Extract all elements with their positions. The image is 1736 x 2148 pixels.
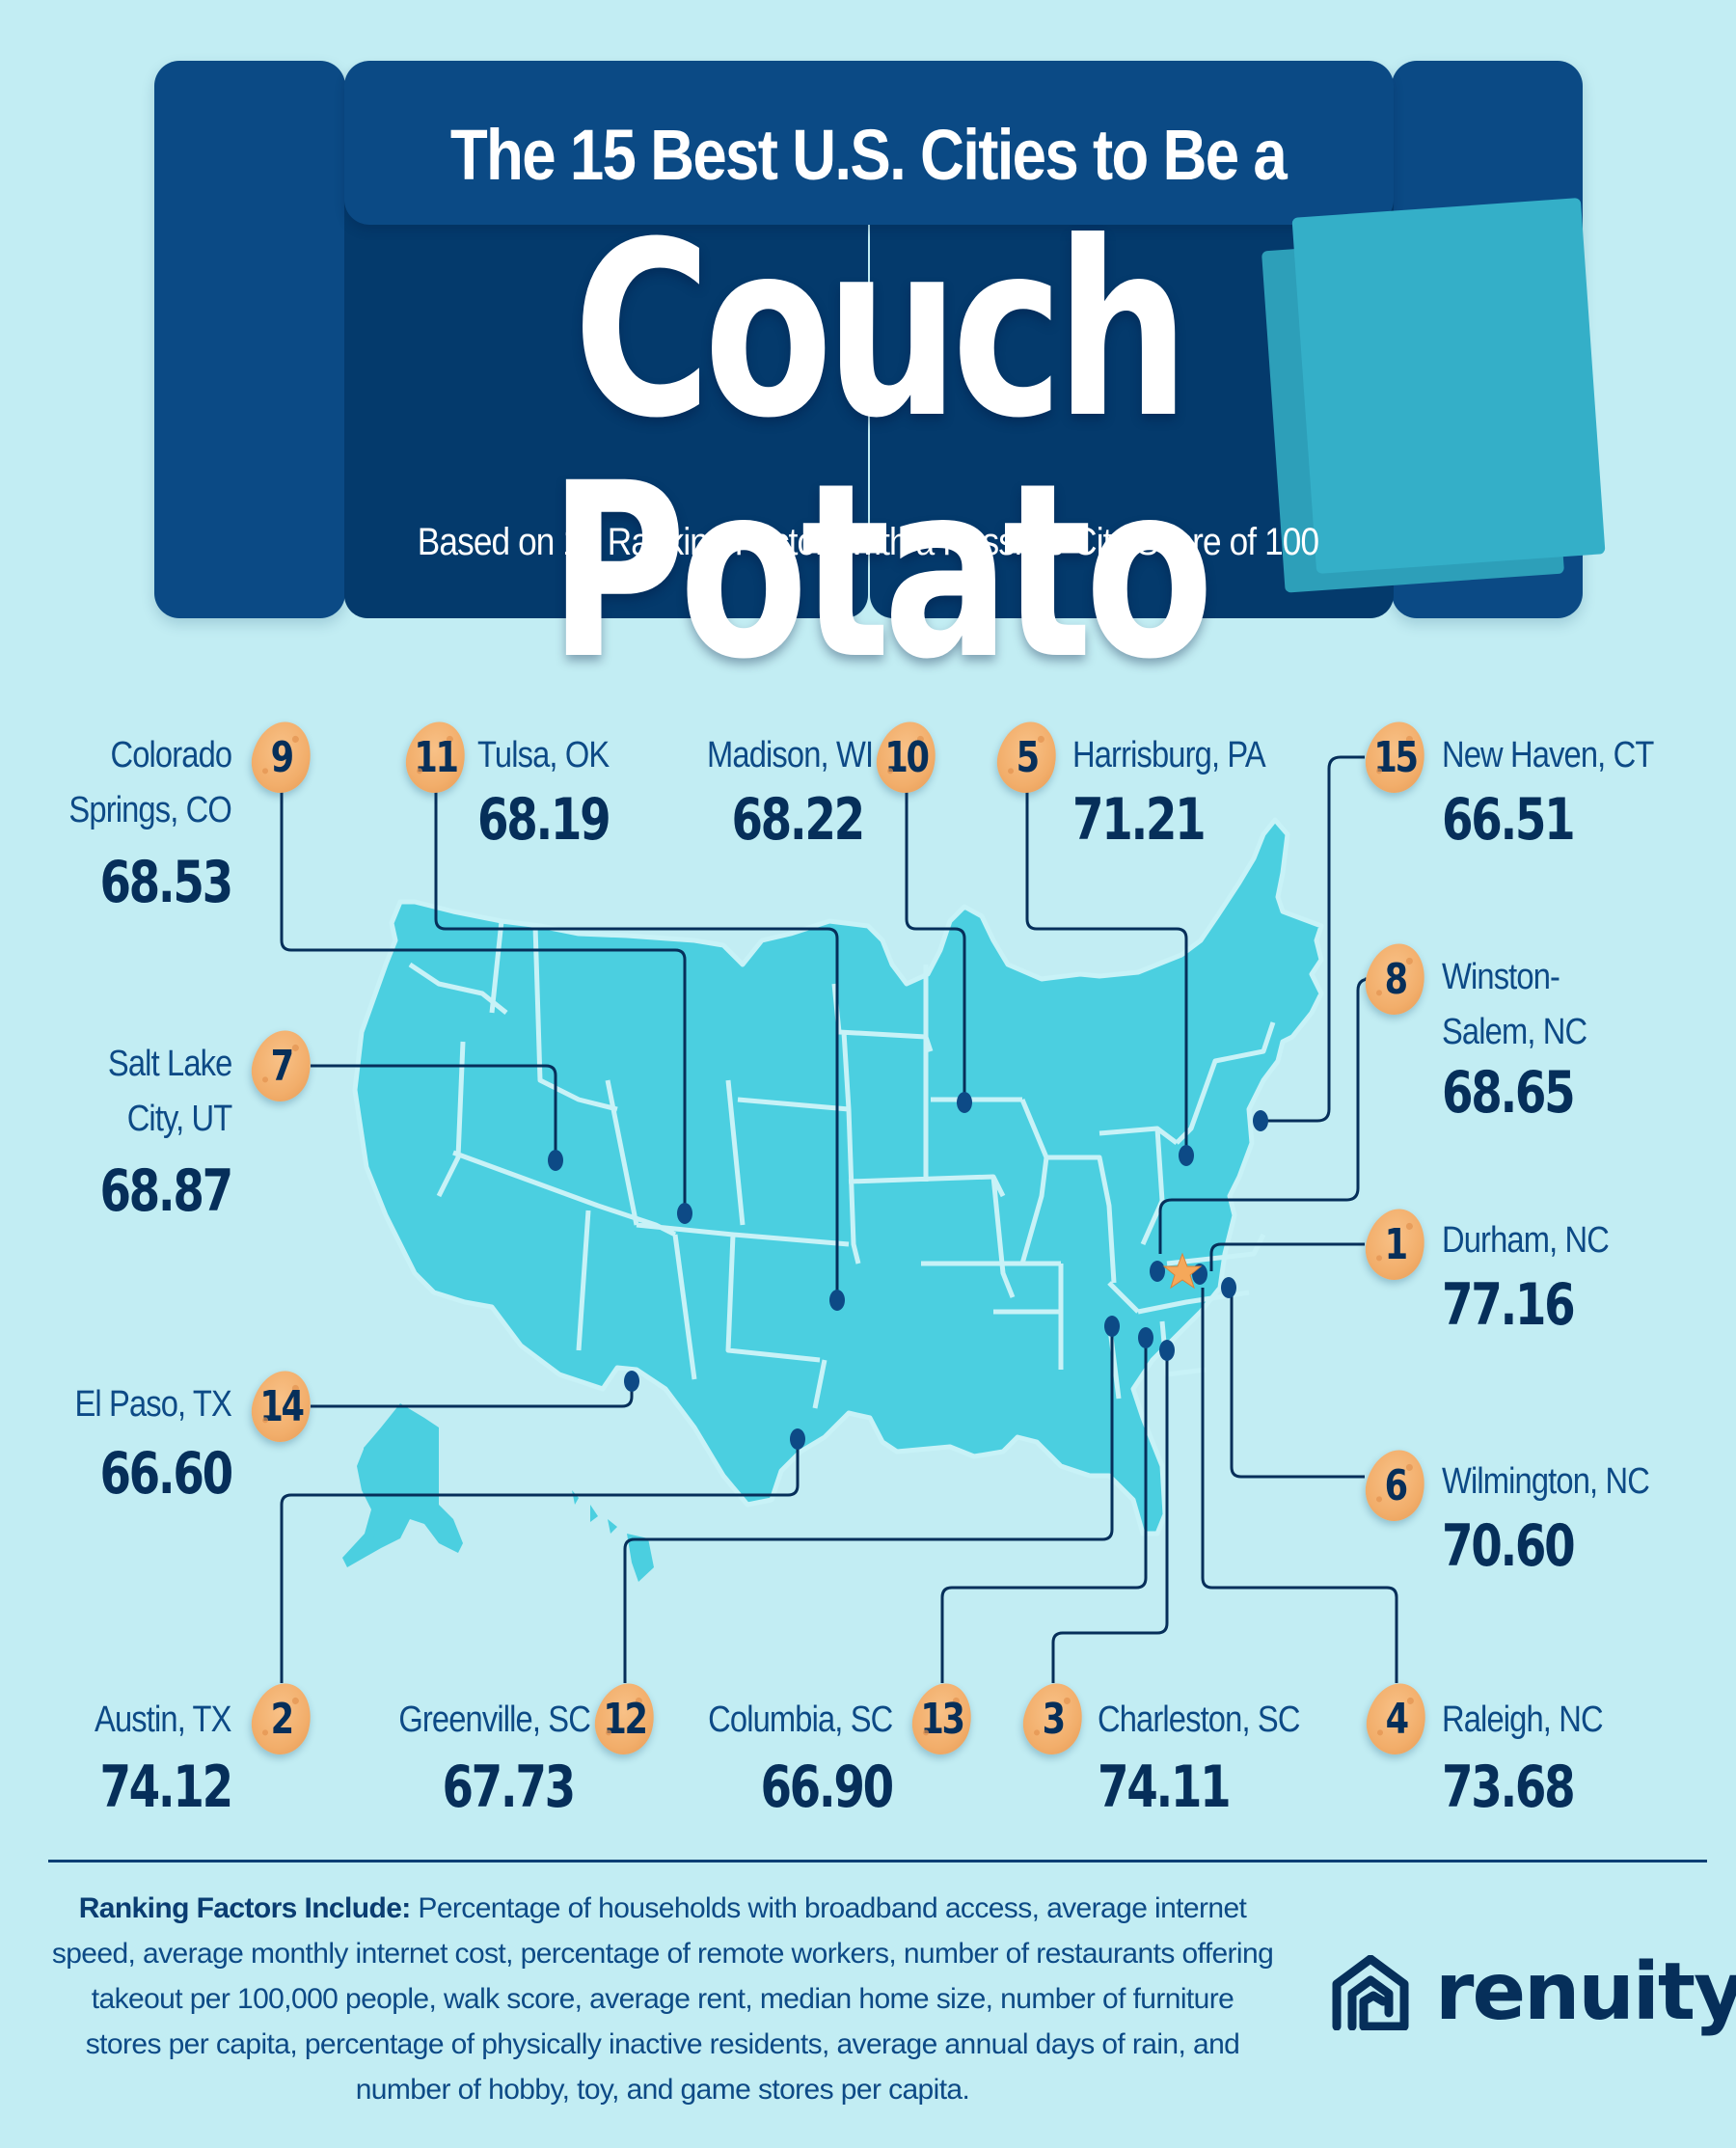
city-score: 77.16 [1442,1271,1576,1339]
city-score: 68.53 [99,849,234,916]
city-score: 68.87 [99,1157,234,1225]
line-6 [1230,1287,1365,1479]
city-score: 70.60 [1442,1512,1576,1580]
map-pin-icon [1179,1145,1194,1166]
map-pin-icon [1150,1261,1165,1282]
page-title-couch-potato: Couch Potato [548,190,1214,712]
line-2 [280,1442,800,1683]
connector-lines [280,755,1398,1683]
map-pin-icon [1253,1110,1268,1131]
map-pin-icon [957,1092,972,1113]
couch-seat-left [344,164,868,618]
brand-name: renuity [1435,1946,1736,2038]
star-icon [1162,1252,1203,1290]
city-name: Tulsa, OK [477,735,610,775]
line-7 [311,1064,557,1157]
map-pin-icon [1138,1327,1153,1348]
city-name: Austin, TX [95,1699,231,1740]
city-name: Charleston, SC [1098,1699,1300,1740]
map-pin-icon [677,1203,692,1224]
city-score: 67.73 [442,1754,577,1821]
line-11 [434,791,839,1297]
couch-backrest [344,61,1394,225]
footer-divider [48,1860,1707,1863]
house-logo-icon [1332,1955,1409,2030]
city-score: 66.60 [99,1440,234,1508]
city-name: Raleigh, NC [1442,1699,1604,1740]
map-pin-icon [790,1428,805,1450]
city-name: El Paso, TX [74,1384,232,1425]
couch-left-arm [154,61,345,618]
city-name: Salt Lake [107,1044,231,1084]
city-score: 71.21 [1072,786,1207,854]
city-score: 66.51 [1442,786,1576,854]
line-10 [905,791,966,1100]
city-score: 68.65 [1442,1059,1576,1127]
map-pin-icon [1104,1316,1120,1337]
map-pin-icon [1221,1277,1236,1298]
city-name: Greenville, SC [398,1699,591,1740]
city-score: 68.19 [477,786,611,854]
renuity-logo: renuity [1331,1953,1736,2032]
city-name: Madison, WI [706,735,874,775]
line-13 [940,1341,1148,1683]
city-name: Salem, NC [1442,1012,1587,1052]
city-score: 74.11 [1098,1754,1232,1821]
line-3 [1051,1353,1169,1683]
city-name: New Haven, CT [1442,735,1654,775]
line-4 [1201,1288,1398,1683]
map-pin-icon [624,1371,639,1392]
line-14 [311,1384,634,1408]
page-subtitle: Based on 12 Ranking Factors with a Possi… [417,521,1319,563]
city-name: Wilmington, NC [1442,1461,1650,1502]
city-score: 68.22 [731,786,866,854]
line-15 [1263,755,1365,1123]
map-pin-icon [548,1150,563,1171]
city-name: Springs, CO [68,790,231,830]
city-name: Columbia, SC [707,1699,893,1740]
map-pin-icon [1159,1340,1175,1361]
ranking-factors-label: Ranking Factors Include: [78,1892,412,1924]
alaska-hawaii-shapes [342,1403,654,1582]
ranking-factors-text: Percentage of households with broadband … [51,1892,1274,2106]
city-name: City, UT [126,1099,232,1139]
line-8 [1158,977,1371,1254]
line-5 [1025,791,1188,1153]
map-pin-icon [829,1290,845,1311]
city-name: Colorado [110,735,232,775]
us-map [280,755,1398,1683]
line-12 [623,1329,1114,1683]
city-name: Harrisburg, PA [1072,735,1266,775]
line-1 [1209,1242,1365,1271]
city-name: Winston- [1442,957,1560,997]
city-name: Durham, NC [1442,1220,1610,1261]
line-9 [280,791,687,1210]
city-score: 73.68 [1442,1754,1576,1821]
city-score: 66.90 [760,1754,895,1821]
page-title-line1: The 15 Best U.S. Cities to Be a [449,115,1288,195]
ranking-factors: Ranking Factors Include: Percentage of h… [50,1886,1275,2112]
city-score: 74.12 [99,1754,234,1821]
